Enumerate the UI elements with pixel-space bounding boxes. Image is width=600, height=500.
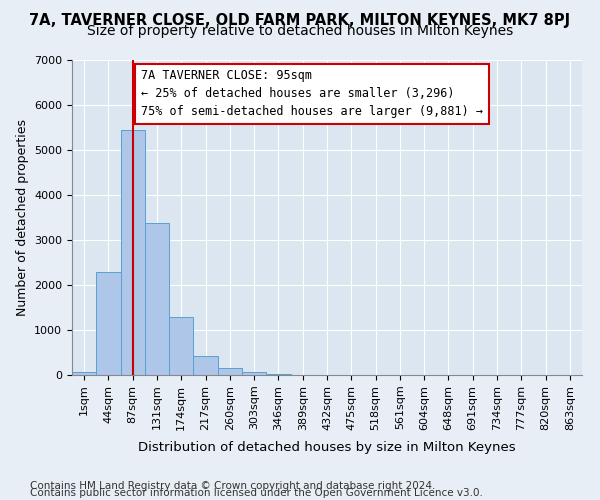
Bar bbox=[169, 316, 193, 375]
Bar bbox=[193, 356, 218, 375]
X-axis label: Distribution of detached houses by size in Milton Keynes: Distribution of detached houses by size … bbox=[138, 441, 516, 454]
Bar bbox=[218, 368, 242, 375]
Y-axis label: Number of detached properties: Number of detached properties bbox=[16, 119, 29, 316]
Text: Contains HM Land Registry data © Crown copyright and database right 2024.: Contains HM Land Registry data © Crown c… bbox=[30, 481, 436, 491]
Text: 7A TAVERNER CLOSE: 95sqm
← 25% of detached houses are smaller (3,296)
75% of sem: 7A TAVERNER CLOSE: 95sqm ← 25% of detach… bbox=[141, 70, 483, 118]
Bar bbox=[242, 372, 266, 375]
Text: Size of property relative to detached houses in Milton Keynes: Size of property relative to detached ho… bbox=[87, 24, 513, 38]
Bar bbox=[96, 272, 121, 375]
Text: Contains public sector information licensed under the Open Government Licence v3: Contains public sector information licen… bbox=[30, 488, 483, 498]
Text: 7A, TAVERNER CLOSE, OLD FARM PARK, MILTON KEYNES, MK7 8PJ: 7A, TAVERNER CLOSE, OLD FARM PARK, MILTO… bbox=[29, 12, 571, 28]
Bar bbox=[266, 374, 290, 375]
Bar bbox=[145, 223, 169, 375]
Bar bbox=[121, 130, 145, 375]
Bar bbox=[72, 372, 96, 375]
